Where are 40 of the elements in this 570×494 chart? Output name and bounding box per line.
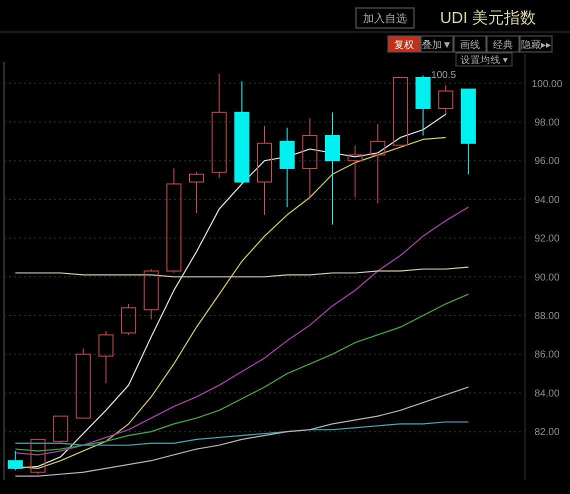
y-tick-label: 100.00 <box>532 78 563 90</box>
candlestick <box>234 80 250 184</box>
text: 复权 <box>394 39 414 51</box>
candlestick <box>438 84 454 115</box>
candlestick <box>302 118 318 198</box>
line-series <box>14 206 469 456</box>
annotation: 设置均线 ▾ <box>460 54 508 66</box>
text: 隐藏▸▸ <box>520 39 552 51</box>
line-series <box>14 386 469 477</box>
y-tick-label: 86.00 <box>534 350 560 361</box>
y-tick-label: 96.00 <box>534 156 560 168</box>
y-tick-label: 98.00 <box>534 117 560 128</box>
candlestick <box>166 168 182 274</box>
candlestick <box>189 172 204 214</box>
y-tick-label: 84.00 <box>534 388 560 400</box>
y-tick-label: 82.00 <box>534 427 560 438</box>
text: 经典 <box>493 39 513 51</box>
annotation: 100.5 <box>431 70 457 81</box>
candlestick <box>348 144 363 198</box>
chart-title: UDI 美元指数 <box>440 9 536 27</box>
candlestick <box>460 88 476 175</box>
candlestick <box>256 125 272 216</box>
candlestick <box>280 127 295 208</box>
line-series <box>14 294 469 452</box>
candlestick <box>8 450 23 471</box>
text: 加入自选 <box>363 12 407 25</box>
candlestick <box>98 330 114 384</box>
candlestick <box>416 75 431 136</box>
candlestick <box>144 268 159 320</box>
y-tick-label: 94.00 <box>534 194 560 206</box>
y-tick-label: 92.00 <box>534 234 560 245</box>
candlestick <box>370 123 386 204</box>
text: 叠加▼ <box>422 39 452 51</box>
text: 画线 <box>460 39 480 51</box>
line-series <box>14 421 469 446</box>
candlestick <box>324 112 340 226</box>
y-tick-label: 88.00 <box>534 311 560 322</box>
candlestick <box>212 73 227 179</box>
line-series <box>14 266 469 278</box>
y-tick-label: 90.00 <box>534 272 560 284</box>
